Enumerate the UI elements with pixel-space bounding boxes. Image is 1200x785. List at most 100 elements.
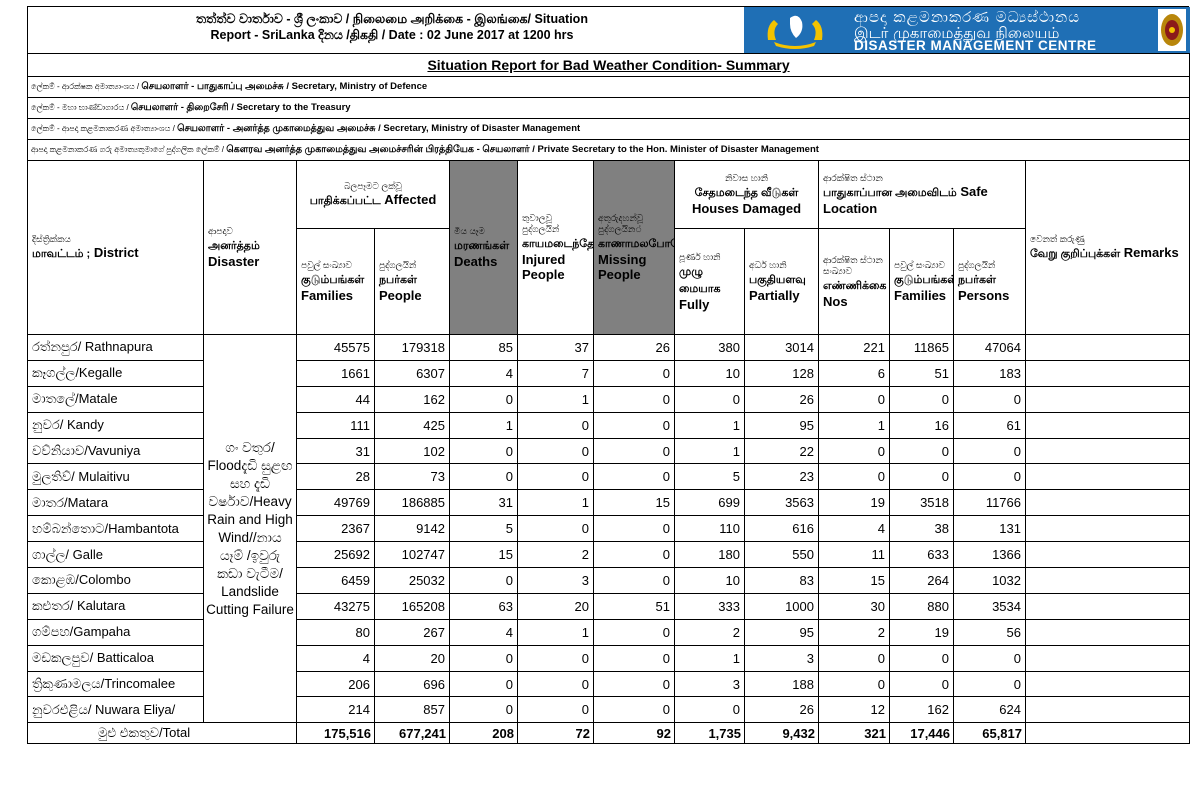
- value-cell: 1: [517, 489, 594, 517]
- table-row: කෑගල්ල/Kegalle 1661 6307 4 7 0 10 128 6 51 183: [27, 359, 1191, 387]
- value-cell: 2: [517, 541, 594, 569]
- district-cell: නුවරඑළිය/ Nuwara Eliya/: [27, 696, 204, 724]
- value-cell: 186885: [374, 489, 450, 517]
- total-cell: 9,432: [744, 722, 819, 745]
- value-cell: 4: [296, 644, 375, 672]
- col-people: පුද්ගලයින් நபர்கள் People: [374, 228, 450, 335]
- value-cell: 26: [744, 696, 819, 724]
- total-cell: 92: [593, 722, 675, 745]
- value-cell: 0: [593, 696, 675, 724]
- table-row: මාතලේ/Matale 44 162 0 1 0 0 26 0 0 0: [27, 385, 1191, 413]
- value-cell: 206: [296, 670, 375, 698]
- value-cell: 0: [449, 463, 518, 491]
- value-cell: 6459: [296, 567, 375, 594]
- value-cell: 45575: [296, 334, 375, 361]
- addressee-si: ලේකම් - ආරක්ෂක අමාත්‍යාංශය /: [31, 82, 142, 91]
- value-cell: 0: [818, 437, 890, 465]
- value-cell: 25692: [296, 541, 375, 569]
- value-cell: 0: [517, 515, 594, 543]
- value-cell: 31: [296, 437, 375, 465]
- remarks-cell: [1024, 489, 1191, 517]
- value-cell: 102: [374, 437, 450, 465]
- value-cell: 15: [818, 567, 890, 594]
- value-cell: 0: [818, 463, 890, 491]
- value-cell: 5: [674, 463, 745, 491]
- value-cell: 43275: [296, 592, 375, 620]
- value-cell: 4: [449, 359, 518, 387]
- value-cell: 22: [744, 437, 819, 465]
- table-row: රත්නපුර/ Rathnapura ගං වතුර/ Floodදැඩි සු…: [27, 333, 1191, 724]
- value-cell: 165208: [374, 592, 450, 620]
- value-cell: 1: [674, 437, 745, 465]
- col-disaster: ආපදාව அனர்த்தம் Disaster: [203, 160, 297, 335]
- value-cell: 16: [889, 411, 954, 439]
- value-cell: 0: [593, 567, 675, 594]
- value-cell: 3563: [744, 489, 819, 517]
- remarks-cell: [1024, 359, 1191, 387]
- value-cell: 0: [889, 437, 954, 465]
- remarks-cell: [1024, 334, 1191, 361]
- value-cell: 80: [296, 618, 375, 646]
- col-families: පවුල් සංඛ්‍යාව குடும்பங்கள் Families: [296, 228, 375, 335]
- value-cell: 9142: [374, 515, 450, 543]
- header-title-line2: Report - SriLanka දිනය /திகதி / Date : 0…: [210, 28, 574, 42]
- col-nos: ආරක්ෂිත ස්ථාන සංඛ්‍යාව எண்ணிக்கை Nos: [818, 228, 890, 335]
- value-cell: 49769: [296, 489, 375, 517]
- table-row: ගාල්ල/ Galle 25692 102747 15 2 0 180 550 11 633 13…: [27, 541, 1191, 569]
- district-cell: නුවර/ Kandy: [27, 411, 204, 439]
- value-cell: 1: [517, 618, 594, 646]
- remarks-cell: [1024, 644, 1191, 672]
- value-cell: 1: [517, 385, 594, 413]
- value-cell: 10: [674, 567, 745, 594]
- col-persons: පුද්ගලයින් நபர்கள் Persons: [953, 228, 1026, 335]
- total-label: මුළු එකතුව/Total: [27, 722, 297, 745]
- district-cell: මාතලේ/Matale: [27, 385, 204, 413]
- addressee-row: ලේකම් - ආරක්ෂක අමාත්‍යාංශය / செயலாளர் - …: [26, 76, 1191, 98]
- total-cell: 677,241: [374, 722, 450, 745]
- value-cell: 3534: [953, 592, 1026, 620]
- value-cell: 44: [296, 385, 375, 413]
- value-cell: 0: [953, 463, 1026, 491]
- value-cell: 0: [593, 359, 675, 387]
- district-cell: ත්‍රිකුණාමලය/Trincomalee: [27, 670, 204, 698]
- value-cell: 63: [449, 592, 518, 620]
- col-injured: තුවාලවූ පුද්ගලයින්காயமடைந்தோர்Injured Pe…: [517, 160, 594, 335]
- value-cell: 15: [449, 541, 518, 569]
- value-cell: 102747: [374, 541, 450, 569]
- addressee-si: ආපදා කළමනාකරණ ගරු අමාත්‍යතුමාගේ පුද්ගලික…: [31, 145, 227, 154]
- value-cell: 2: [818, 618, 890, 646]
- value-cell: 25032: [374, 567, 450, 594]
- value-cell: 1366: [953, 541, 1026, 569]
- value-cell: 267: [374, 618, 450, 646]
- value-cell: 0: [889, 463, 954, 491]
- value-cell: 188: [744, 670, 819, 698]
- addressee-si: ලේකම් - මහා භාණ්ඩාගාරය /: [31, 103, 131, 112]
- value-cell: 11: [818, 541, 890, 569]
- value-cell: 0: [593, 411, 675, 439]
- district-cell: රත්නපුර/ Rathnapura: [27, 334, 204, 361]
- value-cell: 0: [593, 541, 675, 569]
- remarks-cell: [1024, 541, 1191, 569]
- summary-table: Situation Report for Bad Weather Conditi…: [26, 53, 1191, 745]
- value-cell: 1000: [744, 592, 819, 620]
- total-cell: 1,735: [674, 722, 745, 745]
- value-cell: 0: [517, 696, 594, 724]
- table-row: මාතර/Matara 49769 186885 31 1 15 699 3563 19 3518…: [27, 489, 1191, 517]
- value-cell: 19: [818, 489, 890, 517]
- value-cell: 10: [674, 359, 745, 387]
- value-cell: 162: [374, 385, 450, 413]
- value-cell: 3518: [889, 489, 954, 517]
- addressee-si: ලේකම් - ආපදා කළමනාකරණ අමාත්‍යාංශය /: [31, 124, 178, 133]
- remarks-cell: [1024, 385, 1191, 413]
- remarks-cell: [1024, 592, 1191, 620]
- remarks-cell: [1024, 670, 1191, 698]
- district-cell: හම්බන්තොට/Hambantota: [27, 515, 204, 543]
- value-cell: 2367: [296, 515, 375, 543]
- header-title: තත්ත්ව වාර්තාව - ශ්‍රී ලංකාව / நிலைமை அற…: [32, 11, 752, 43]
- value-cell: 1: [818, 411, 890, 439]
- remarks-cell: [1024, 515, 1191, 543]
- value-cell: 128: [744, 359, 819, 387]
- value-cell: 0: [517, 670, 594, 698]
- value-cell: 2: [674, 618, 745, 646]
- table-row: කොළඹ/Colombo 6459 25032 0 3 0 10 83 15 264 1032: [27, 567, 1191, 594]
